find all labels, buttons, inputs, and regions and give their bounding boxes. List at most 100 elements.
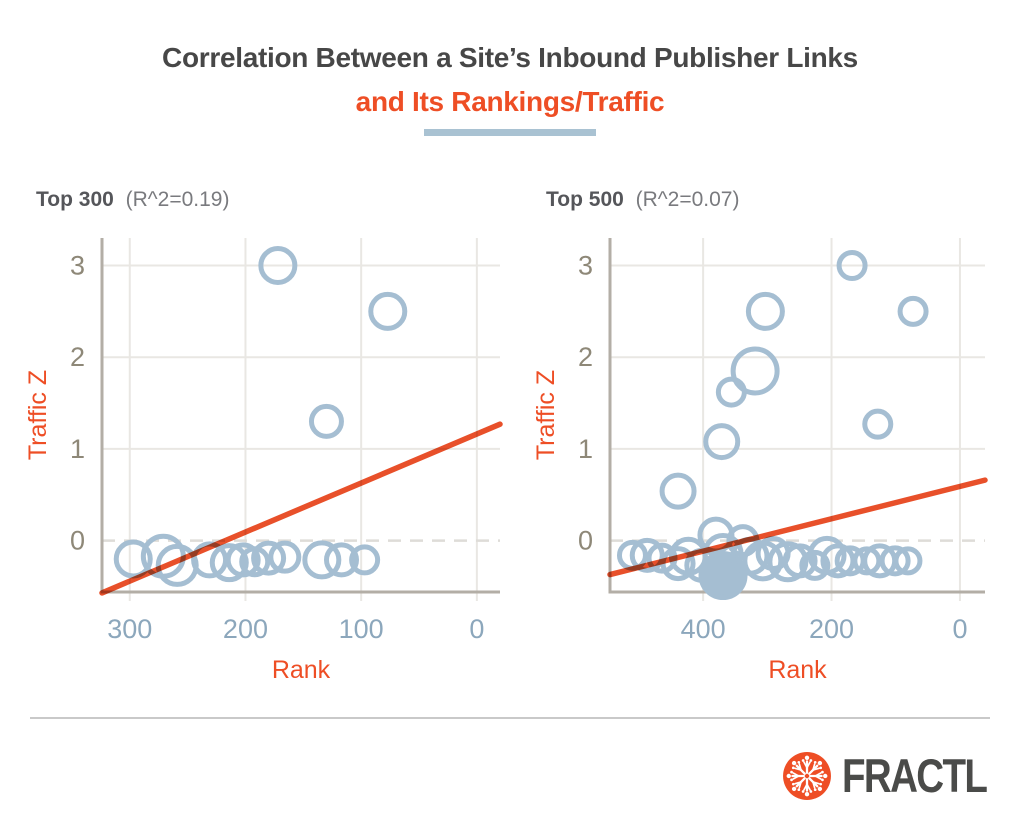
right-plot-title: Top 500 (R^2=0.07) [546, 188, 739, 212]
data-point [715, 376, 747, 408]
y-tick-label: 3 [578, 251, 593, 281]
data-point [209, 543, 249, 583]
snowflake-branch [814, 772, 822, 777]
data-point [767, 541, 809, 583]
snowflake-branch [804, 755, 810, 760]
snowflake-branch [791, 782, 795, 786]
snowflake-branch [797, 788, 801, 792]
snowflake-branch [791, 766, 795, 770]
snowflake-branch [792, 775, 800, 780]
data-point [268, 540, 302, 574]
data-point [730, 346, 780, 396]
snowflake-branch [792, 772, 800, 777]
data-point [225, 542, 261, 578]
data-point [368, 291, 408, 331]
snowflake-branch [809, 790, 813, 793]
snowflake-branch [798, 781, 802, 789]
snowflake-branch [812, 763, 816, 771]
snowflake-branch [813, 760, 817, 764]
y-tick-label: 0 [70, 526, 85, 556]
snowflake-branch [819, 766, 823, 770]
page-title: Correlation Between a Site’s Inbound Pub… [162, 42, 858, 73]
y-tick-label: 1 [70, 434, 85, 464]
snowflake-branch [790, 778, 793, 782]
right-plot-rsquared: (R^2=0.07) [635, 188, 740, 211]
snowflake-branch [790, 770, 793, 774]
snowflake-branch [817, 786, 823, 792]
fractl-logo-text: FRACTL [842, 749, 988, 802]
snowflake-branch [803, 761, 808, 769]
snowflake-branch [819, 782, 823, 786]
y-axis-label: Traffic Z [532, 370, 560, 460]
data-point [893, 546, 923, 576]
snowflake-branch [821, 778, 824, 782]
footer-divider [30, 717, 990, 719]
snowflake-branch [797, 760, 801, 764]
page-subtitle: and Its Rankings/Traffic [355, 86, 665, 117]
data-point [745, 291, 785, 331]
data-point [251, 540, 287, 576]
y-tick-label: 2 [70, 342, 85, 372]
right-plot-title-text: Top 500 [546, 188, 624, 211]
data-point [659, 472, 697, 510]
data-point [897, 295, 929, 327]
snowflake-branch [806, 783, 811, 791]
snowflake-branch [806, 761, 811, 769]
snowflake-branch [821, 770, 824, 774]
x-axis-label: Rank [272, 656, 331, 684]
data-point [862, 408, 894, 440]
x-axis-label: Rank [768, 656, 827, 684]
data-point [698, 550, 748, 600]
trend-line [607, 477, 988, 578]
x-tick-label: 200 [809, 614, 854, 644]
data-point [879, 545, 911, 577]
data-point [799, 549, 831, 581]
snowflake-branch [812, 781, 816, 789]
data-point [629, 537, 665, 573]
data-point [302, 540, 342, 580]
data-point [782, 543, 818, 579]
snowflake-branch [814, 775, 822, 780]
fractl-snowflake-icon [783, 752, 831, 800]
snowflake-branch [809, 759, 813, 762]
y-tick-label: 1 [578, 434, 593, 464]
data-point [836, 250, 868, 282]
data-point [323, 542, 359, 578]
x-tick-label: 400 [681, 614, 726, 644]
snowflake-branch [804, 792, 810, 797]
data-point [258, 246, 298, 286]
title-underline [424, 129, 596, 136]
snowflake-branch [801, 790, 805, 793]
snowflake-branch [791, 786, 797, 792]
data-point [349, 544, 381, 576]
data-point [852, 546, 882, 576]
x-tick-label: 0 [469, 614, 484, 644]
snowflake-branch [801, 759, 805, 762]
left-plot-title: Top 300 (R^2=0.19) [36, 188, 229, 212]
data-point [113, 539, 153, 579]
x-tick-label: 200 [223, 614, 268, 644]
y-tick-label: 3 [70, 251, 85, 281]
snowflake-branch [817, 760, 823, 766]
x-tick-label: 100 [339, 614, 384, 644]
snowflake-branch [812, 767, 820, 771]
x-tick-label: 300 [107, 614, 152, 644]
left-plot-rsquared: (R^2=0.19) [125, 188, 230, 211]
snowflake-branch [794, 781, 802, 785]
trend-line [99, 421, 503, 596]
x-tick-label: 0 [952, 614, 967, 644]
snowflake-branch [812, 781, 820, 785]
y-tick-label: 2 [578, 342, 593, 372]
left-plot-title-text: Top 300 [36, 188, 114, 211]
data-point [308, 403, 344, 439]
snowflake-branch [823, 773, 828, 779]
fractl-logo: FRACTL [782, 750, 1018, 802]
data-point [191, 541, 229, 579]
y-tick-label: 0 [578, 526, 593, 556]
snowflake-branch [813, 788, 817, 792]
snowflake-branch [803, 783, 808, 791]
snowflake-branch [786, 773, 791, 779]
snowflake-branch [791, 760, 797, 766]
